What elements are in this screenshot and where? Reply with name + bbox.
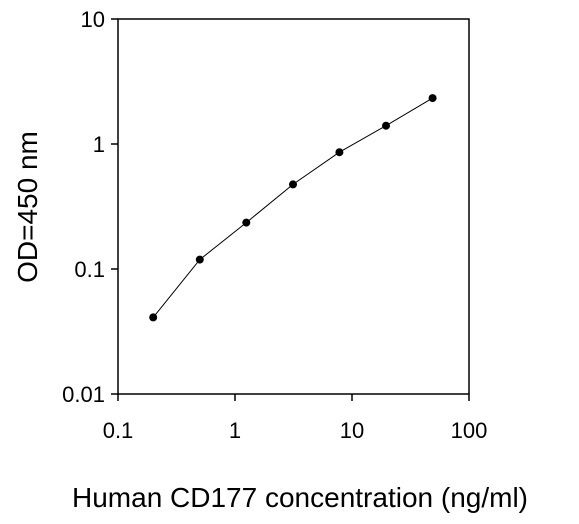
- data-point: [428, 94, 437, 103]
- data-point: [335, 148, 344, 157]
- tick-marks: [111, 18, 470, 401]
- data-point: [382, 121, 390, 130]
- y-axis-title: OD=450 nm: [12, 131, 43, 283]
- x-axis-title: Human CD177 concentration (ng/ml): [72, 482, 528, 513]
- plot-frame: [117, 18, 470, 395]
- y-tick-label: 0.1: [74, 257, 105, 282]
- x-tick-label: 100: [451, 418, 488, 443]
- data-point: [242, 218, 251, 227]
- x-tick-label: 10: [340, 418, 364, 443]
- data-point: [195, 255, 204, 264]
- y-tick-label: 0.01: [62, 382, 105, 407]
- y-tick-label: 1: [93, 132, 105, 157]
- data-point: [149, 313, 158, 322]
- y-tick-label: 10: [81, 7, 105, 32]
- x-tick-label: 0.1: [103, 418, 134, 443]
- x-tick-label: 1: [229, 418, 241, 443]
- data-point: [289, 180, 297, 189]
- series-group: [149, 94, 437, 322]
- series-line: [152, 97, 433, 318]
- tick-labels: 0.1 1 10 100 0.01 0.1 1 10: [62, 7, 487, 443]
